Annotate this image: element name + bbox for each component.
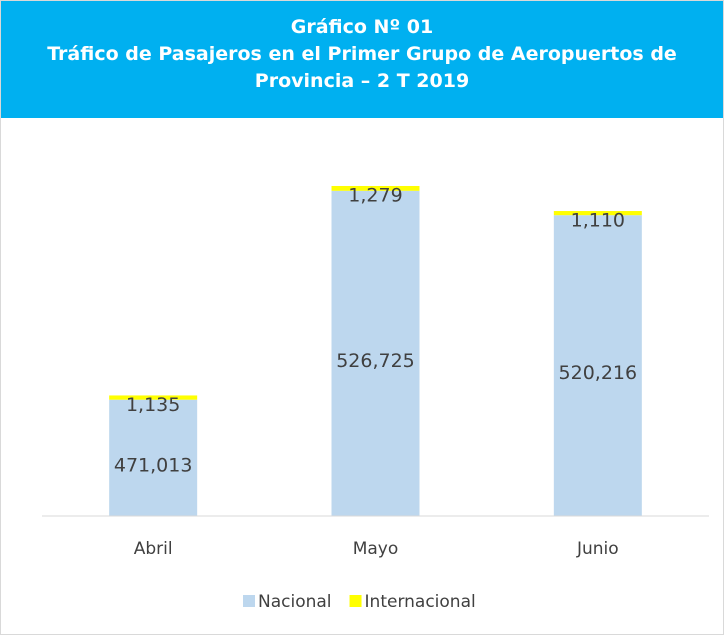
data-label: 1,110 [571, 210, 625, 232]
legend-swatch [243, 595, 255, 607]
x-tick-label: Mayo [353, 539, 399, 559]
data-label: 526,725 [336, 350, 415, 372]
chart-subtitle: Tráfico de Pasajeros en el Primer Grupo … [47, 43, 677, 92]
bar-segment [109, 399, 198, 516]
legend-swatch [349, 595, 362, 607]
data-label: 520,216 [559, 362, 638, 384]
bar-segment [553, 215, 642, 516]
data-label: 1,135 [126, 394, 180, 416]
bar-segment [331, 190, 420, 516]
chart-title: Gráfico Nº 01 [290, 16, 434, 38]
x-tick-label: Junio [576, 539, 619, 559]
header: Gráfico Nº 01 Tráfico de Pasajeros en el… [1, 1, 723, 118]
x-tick-label: Abril [134, 539, 173, 559]
data-label: 471,013 [114, 454, 193, 476]
legend-label: Nacional [258, 592, 332, 612]
bar-segment [331, 185, 420, 191]
legend-label: Internacional [365, 592, 476, 612]
data-label: 1,279 [348, 184, 402, 206]
bar-segment [553, 211, 642, 216]
bar-segment [109, 395, 198, 400]
